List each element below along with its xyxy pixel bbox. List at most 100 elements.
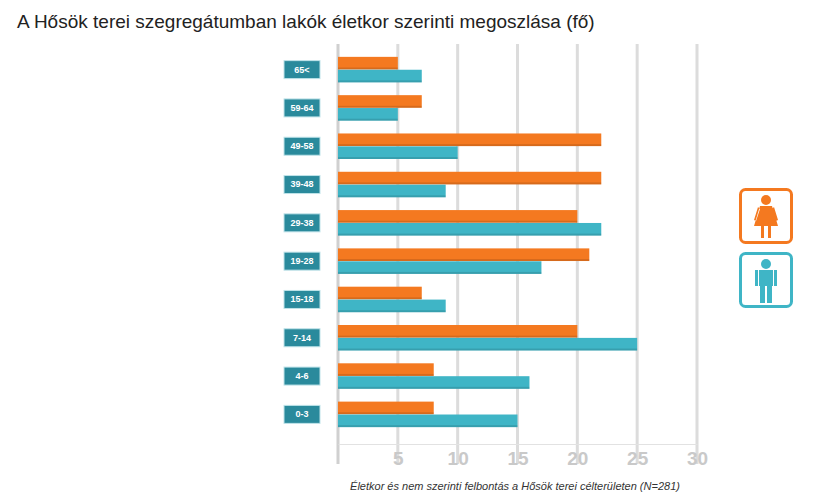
x-tick: 10 (448, 444, 469, 469)
bar (338, 70, 422, 83)
category-box (284, 367, 320, 385)
x-axis-line (339, 444, 698, 445)
chart-title: A Hősök terei szegregátumban lakók életk… (17, 11, 595, 32)
bar (338, 95, 422, 108)
y-tick: 7-14 (284, 329, 320, 347)
bar (338, 415, 518, 428)
y-tick-label: 49-58 (290, 141, 313, 151)
y-tick: 19-28 (284, 252, 320, 270)
bar (338, 146, 458, 159)
category-box (284, 137, 320, 155)
bar-shade (338, 67, 398, 69)
x-tick-label: 25 (627, 448, 649, 469)
y-tick: 59-64 (284, 99, 320, 117)
bar (338, 223, 601, 236)
legend-item (741, 254, 792, 307)
bar-shade (338, 297, 422, 299)
bars (338, 57, 637, 427)
y-tick: 39-48 (284, 176, 320, 194)
bar-shade (338, 374, 434, 376)
bar (338, 338, 637, 351)
bar-shade (338, 349, 637, 351)
category-box (284, 329, 320, 347)
bar (338, 402, 434, 415)
caption: Életkor és nem szerinti felbontás a Hősö… (350, 480, 680, 492)
y-tick: 49-58 (284, 137, 320, 155)
bar (338, 261, 541, 274)
legend (741, 190, 792, 307)
y-tick: 0-3 (284, 405, 320, 423)
bar-shade (338, 221, 577, 223)
category-box (284, 214, 320, 232)
bar (338, 325, 577, 338)
category-box (284, 176, 320, 194)
x-tick: 5 (393, 444, 404, 469)
x-tick-label: 5 (393, 448, 404, 469)
x-tick-label: 15 (507, 448, 529, 469)
x-tick: 15 (507, 444, 529, 469)
bar-shade (338, 412, 434, 414)
y-axis: 65< 59-64 49-58 39-48 29-38 19-28 15-18 7-14 4-6… (284, 61, 320, 424)
x-tick: 25 (627, 444, 649, 469)
bar-shade (338, 272, 541, 274)
bar-shade (338, 195, 446, 197)
bar (338, 108, 398, 121)
bar (338, 172, 601, 185)
y-tick-label: 39-48 (290, 179, 313, 189)
bar-shade (338, 310, 446, 312)
y-tick-label: 15-18 (290, 294, 313, 304)
x-axis: 5 10 15 20 25 30 (339, 444, 709, 469)
bar (338, 300, 446, 313)
x-tick: 30 (687, 444, 708, 469)
y-tick: 4-6 (284, 367, 320, 385)
bar-shade (338, 234, 601, 236)
bar (338, 287, 422, 300)
bar (338, 57, 398, 70)
legend-box (741, 254, 792, 307)
legend-icon-head (761, 259, 771, 269)
x-tick-label: 30 (687, 448, 708, 469)
series-0 (338, 57, 601, 414)
category-box (284, 99, 320, 117)
bar-shade (338, 144, 601, 146)
x-tick: 20 (567, 444, 588, 469)
bar (338, 376, 529, 389)
grid-line (696, 44, 699, 464)
bar-shade (338, 182, 601, 184)
legend-box (741, 190, 792, 243)
y-tick: 15-18 (284, 290, 320, 308)
bar (338, 185, 446, 198)
bar-shade (338, 336, 577, 338)
y-tick: 29-38 (284, 214, 320, 232)
x-tick-label: 10 (448, 448, 469, 469)
legend-icon-body (754, 206, 778, 238)
category-box (284, 252, 320, 270)
bar (338, 363, 434, 376)
y-tick-label: 29-38 (290, 218, 313, 228)
y-tick-label: 7-14 (293, 333, 311, 343)
y-tick-label: 59-64 (290, 103, 313, 113)
bar (338, 133, 601, 146)
bar (338, 248, 589, 261)
grid-line (636, 44, 639, 464)
y-tick-label: 19-28 (290, 256, 313, 266)
x-tick-label: 20 (567, 448, 588, 469)
legend-icon-body (755, 270, 777, 303)
y-tick-label: 4-6 (295, 371, 308, 381)
bar-shade (338, 80, 422, 82)
bar-shade (338, 106, 422, 108)
y-tick: 65< (284, 61, 320, 79)
bar-shade (338, 387, 529, 389)
y-tick-label: 65< (294, 65, 309, 75)
chart-svg: A Hősök terei szegregátumban lakók életk… (0, 0, 827, 503)
legend-item (741, 190, 792, 243)
bar-shade (338, 119, 398, 121)
bar (338, 210, 577, 223)
category-box (284, 61, 320, 79)
series-1 (338, 70, 637, 427)
legend-icon-head (761, 195, 771, 205)
y-tick-label: 0-3 (295, 409, 308, 419)
bar-shade (338, 157, 458, 159)
bar-shade (338, 259, 589, 261)
bar-shade (338, 425, 518, 427)
